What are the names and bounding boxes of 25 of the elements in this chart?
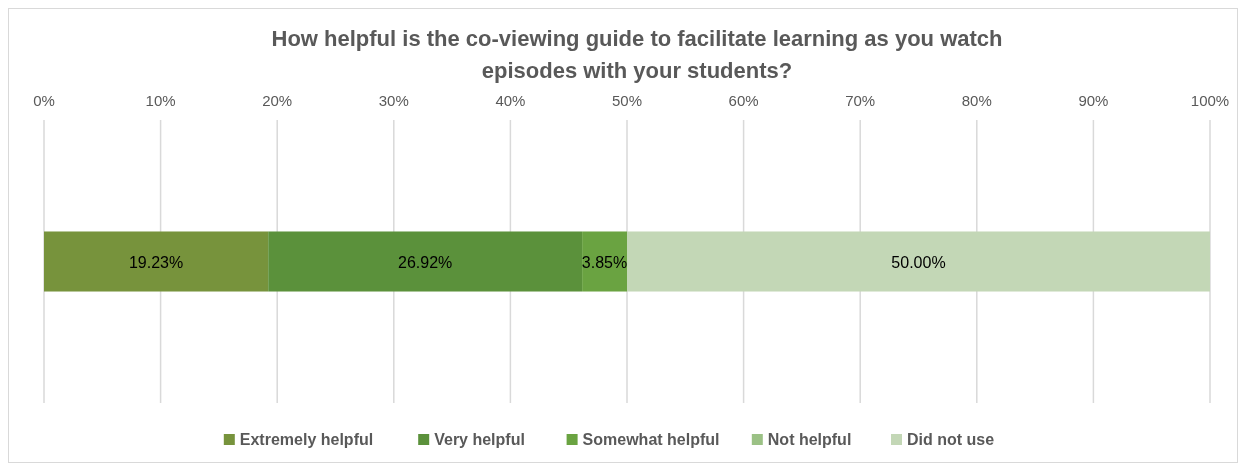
- x-tick-label: 90%: [1078, 92, 1109, 109]
- x-tick-label: 50%: [611, 92, 643, 109]
- bar: [582, 231, 627, 292]
- bar: [268, 231, 583, 292]
- legend-label: Not helpful: [767, 431, 852, 448]
- x-tick-label: 30%: [378, 92, 409, 109]
- bar: [44, 231, 269, 292]
- data-label: 3.85%: [581, 253, 628, 271]
- x-tick-label: 70%: [845, 92, 876, 109]
- x-tick-label: 100%: [1190, 92, 1230, 109]
- x-tick-label: 10%: [145, 92, 176, 109]
- legend-label: Very helpful: [434, 431, 525, 448]
- x-tick-label: 40%: [495, 92, 526, 109]
- legend-label: Extremely helpful: [239, 431, 374, 448]
- chart-title: How helpful is the co-viewing guide to facilitate learning as you watch episodes with your students?: [271, 26, 1003, 83]
- legend-label: Did not use: [907, 431, 995, 448]
- data-label: 19.23%: [128, 253, 184, 271]
- x-tick-label: 60%: [728, 92, 759, 109]
- legend-label: Somewhat helpful: [582, 431, 720, 448]
- x-tick-label: 20%: [262, 92, 293, 109]
- bar: [627, 231, 1210, 292]
- x-tick-label: 80%: [961, 92, 992, 109]
- data-label: 26.92%: [398, 253, 453, 271]
- x-tick-label: 0%: [33, 92, 55, 109]
- data-label: 50.00%: [891, 253, 946, 271]
